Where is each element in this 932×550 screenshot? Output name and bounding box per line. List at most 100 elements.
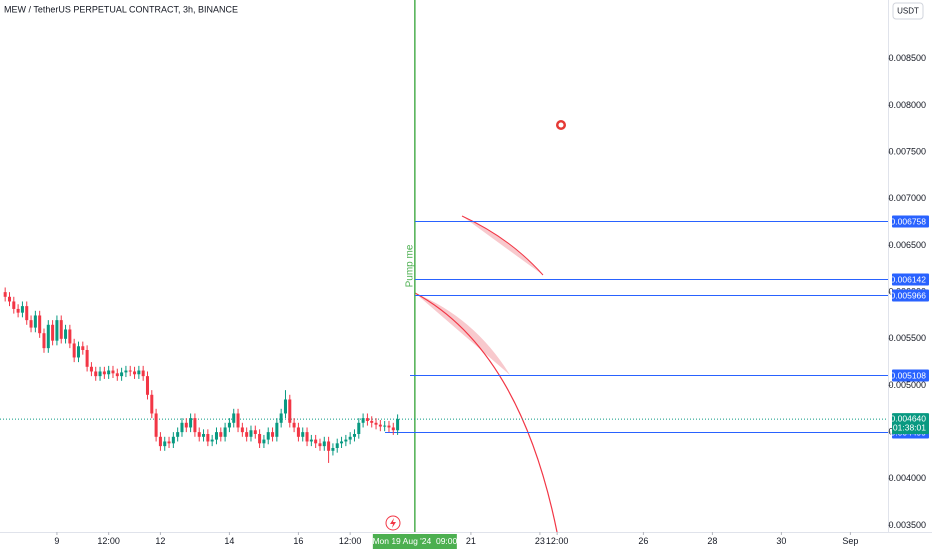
x-tick-label: 23 [535,536,545,546]
candle-body [283,399,287,414]
candle-body [202,434,206,437]
candle-body [236,413,240,428]
candle-body [46,324,50,349]
x-tick-label: 12:00 [339,536,362,546]
candle-body [128,370,132,372]
candle-body [288,399,292,423]
candle-body [227,422,231,428]
x-tick-label: 21 [466,536,476,546]
candle-body [340,441,344,444]
y-tick-label: 0.005000 [888,380,926,390]
candle-body [206,434,210,442]
price-line-label: 0.005108 [891,370,927,380]
y-tick-label: 0.008500 [888,53,926,63]
candle-body [38,315,42,334]
candle-body [391,427,395,431]
candle-body [124,370,128,373]
curve [461,215,544,276]
candle-body [3,292,7,297]
x-tick-label: 9 [54,536,59,546]
candle-body [275,422,279,437]
candle-body [318,443,322,447]
x-tick-label: 12:00 [97,536,120,546]
curve [414,292,558,533]
candle-body [137,370,141,375]
candle-body [59,320,63,339]
candle-body [335,443,339,448]
curve-fill [415,293,510,375]
candle-body [253,430,257,434]
candle-body [154,413,158,437]
y-tick-label: 0.008000 [888,100,926,110]
candle-body [176,432,180,437]
candle-body [111,370,115,374]
candle-body [197,432,201,437]
x-tick-label: 30 [776,536,786,546]
candle-body [145,376,149,395]
candle-body [344,439,348,442]
plot: Pump me [0,0,888,532]
candle-body [120,372,124,377]
candle-body [150,394,154,414]
currency-label[interactable]: USDT [897,7,919,16]
candle-body [348,436,352,440]
candle-body [232,413,236,423]
candle-body [396,419,400,431]
y-tick-label: 0.003500 [888,520,926,530]
flash-icon[interactable] [385,515,401,531]
candle-body [163,441,167,447]
candle-body [249,430,253,437]
candle-body [296,427,300,437]
candle-body [240,427,244,433]
candle-body [141,370,145,377]
candle-body [29,320,33,328]
candle-body [89,366,93,372]
candle-body [107,370,111,375]
x-tick-label: 26 [638,536,648,546]
candle-body [55,320,59,341]
curve-fill [462,216,543,275]
price-line-label: 0.006758 [891,216,927,226]
candle-body [309,439,313,442]
candle-body [81,346,85,350]
candle-body [64,329,68,339]
candle-body [378,424,382,427]
candle-body [7,296,11,302]
price-line-label-box [892,289,929,302]
candle-body [51,324,55,341]
candle-body [365,418,369,421]
currency-button[interactable] [892,2,924,20]
candle-body [352,434,356,437]
price-line-label-box [892,273,929,286]
candle-body [271,432,275,437]
annotation-text: Pump me [404,244,415,287]
x-tick-label: Mon 19 Aug '24 09:00 [372,536,457,546]
candle-body [210,439,214,442]
candle-body [115,373,119,377]
candle-body [12,301,16,309]
candle-body [158,436,162,447]
candle-body [331,448,335,451]
candle-body [167,441,171,444]
candle-body [193,418,197,433]
candle-body [76,346,80,358]
candle-body [258,434,262,444]
countdown-label: 01:38:01 [893,422,926,432]
candle-body [370,420,374,423]
candle-body [20,306,24,313]
y-tick-label: 0.007500 [888,147,926,157]
candle-body [314,439,318,444]
candle-body [102,371,106,375]
candle-body [98,371,102,377]
candle-body [383,425,387,427]
icon [556,120,566,130]
x-tick-label: 14 [224,536,234,546]
last-price-box [892,413,929,435]
candle-body [94,371,98,377]
candle-body [25,306,29,321]
candle-body [33,315,37,328]
y-tick-label: 0.006500 [888,240,926,250]
candle-body [361,418,365,423]
price-line-label-box [892,369,929,382]
candle-body [223,427,227,437]
